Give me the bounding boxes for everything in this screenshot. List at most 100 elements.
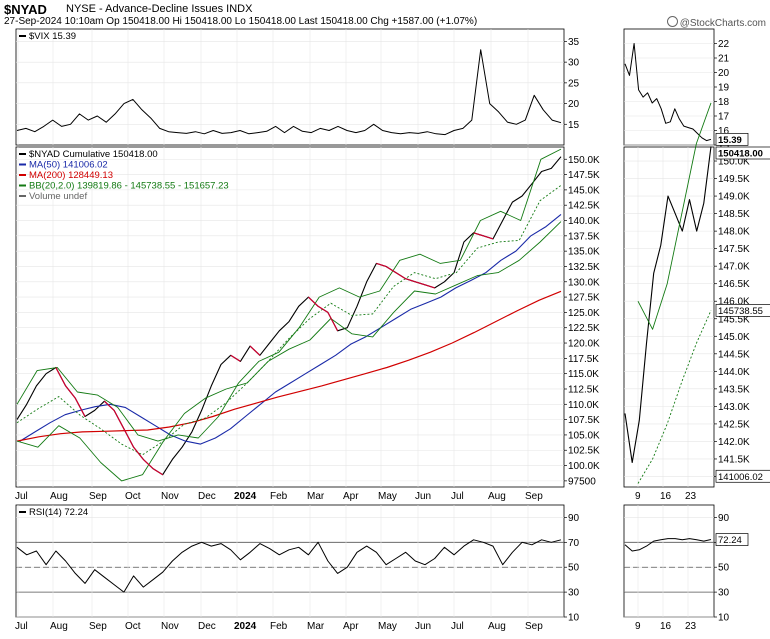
value-tag: 15.39	[718, 135, 742, 146]
down-segment	[142, 458, 154, 470]
x-tick-label: Aug	[50, 621, 68, 632]
y-tick-label: 97500	[568, 476, 596, 487]
down-segment	[55, 367, 67, 387]
down-segment	[133, 446, 144, 460]
y-tick-label: 130.0K	[568, 277, 600, 288]
legend-swatch	[19, 184, 26, 187]
legend-swatch	[19, 35, 26, 37]
y-tick-label: 50	[718, 563, 730, 574]
y-tick-label: 142.5K	[568, 201, 600, 212]
y-tick-label: 15	[718, 141, 730, 152]
x-tick-label: Oct	[125, 621, 141, 632]
x-tick-label: Dec	[198, 621, 216, 632]
down-segment	[317, 305, 329, 313]
series-line	[624, 43, 712, 142]
y-tick-label: 30	[568, 588, 580, 599]
x-tick-label: Jun	[415, 621, 431, 632]
value-tag-box	[715, 132, 749, 146]
down-segment	[473, 232, 484, 237]
x-tick-label: 9	[635, 621, 641, 632]
x-tick-label: Sep	[525, 491, 543, 502]
down-segment	[230, 354, 241, 362]
series-line	[637, 310, 712, 484]
y-tick-label: 147.5K	[568, 170, 600, 181]
x-tick-label: 23	[685, 621, 697, 632]
y-tick-label: 148.5K	[718, 209, 750, 220]
series-line	[637, 102, 712, 330]
x-tick-label: 16	[660, 621, 672, 632]
series-line	[624, 538, 712, 552]
value-tag-box	[715, 469, 770, 483]
legend-label: Volume undef	[29, 191, 87, 202]
y-tick-label: 146.0K	[718, 297, 750, 308]
down-segment	[385, 265, 397, 274]
legend-swatch	[19, 153, 26, 155]
y-tick-label: 16	[718, 126, 730, 137]
x-tick-label: May	[378, 621, 397, 632]
x-tick-label: Oct	[125, 491, 141, 502]
value-tag: 145738.55	[718, 306, 763, 317]
legend-label: $VIX 15.39	[29, 31, 76, 42]
x-tick-label: Aug	[488, 491, 506, 502]
legend-swatch	[19, 195, 26, 197]
y-tick-label: 107.5K	[568, 415, 600, 426]
down-segment	[376, 262, 387, 268]
stockcharts-brand: @StockCharts.com	[666, 16, 766, 29]
x-tick-label: Aug	[488, 621, 506, 632]
series-line	[16, 539, 562, 593]
y-tick-label: 115.0K	[568, 369, 599, 380]
x-tick-label: Sep	[89, 491, 107, 502]
panel-frame	[15, 504, 565, 618]
panel-frame	[623, 146, 715, 488]
series-line	[16, 221, 562, 482]
brand-text: @StockCharts.com	[679, 18, 766, 29]
y-tick-label: 122.5K	[568, 323, 600, 334]
y-tick-label: 148.0K	[718, 227, 750, 238]
x-tick-label: Apr	[343, 491, 359, 502]
down-segment	[395, 272, 406, 280]
y-tick-label: 141.5K	[718, 454, 750, 465]
x-tick-label: Nov	[161, 491, 179, 502]
x-tick-label: Feb	[270, 491, 288, 502]
x-tick-label: Sep	[89, 621, 107, 632]
x-tick-label: Apr	[343, 621, 359, 632]
y-tick-label: 35	[568, 37, 580, 48]
x-tick-label: 2024	[234, 491, 257, 502]
down-segment	[65, 385, 76, 399]
legend-swatch	[19, 511, 26, 513]
y-tick-label: 145.5K	[718, 314, 750, 325]
y-tick-label: 150.0K	[718, 157, 750, 168]
down-segment	[104, 400, 115, 411]
stockcharts-logo-icon	[666, 16, 678, 27]
x-tick-label: Mar	[307, 621, 325, 632]
x-tick-label: 9	[635, 491, 641, 502]
legend-label: RSI(14) 72.24	[29, 507, 88, 518]
y-tick-label: 143.5K	[718, 384, 750, 395]
y-tick-label: 90	[718, 513, 730, 524]
legend-label: MA(50) 141006.02	[29, 160, 108, 171]
x-tick-label: Jul	[15, 491, 28, 502]
x-tick-label: 16	[660, 491, 672, 502]
y-tick-label: 145.0K	[718, 332, 750, 343]
y-tick-label: 132.5K	[568, 262, 600, 273]
y-tick-label: 22	[718, 39, 730, 50]
bb-middle-line	[16, 185, 562, 456]
y-tick-label: 135.0K	[568, 247, 600, 258]
x-tick-label: Jul	[451, 621, 464, 632]
x-tick-label: 2024	[234, 621, 257, 632]
x-tick-label: Jun	[415, 491, 431, 502]
down-segment	[327, 312, 339, 332]
series-line	[16, 156, 562, 476]
y-tick-label: 140.0K	[568, 216, 600, 227]
symbol-title: $NYAD	[4, 2, 47, 17]
y-tick-label: 17	[718, 112, 730, 123]
x-tick-label: Dec	[198, 491, 216, 502]
value-tag-box	[715, 146, 770, 160]
series-line	[19, 213, 562, 445]
x-tick-label: Sep	[525, 621, 543, 632]
x-tick-label: Jul	[451, 491, 464, 502]
down-segment	[113, 410, 125, 430]
